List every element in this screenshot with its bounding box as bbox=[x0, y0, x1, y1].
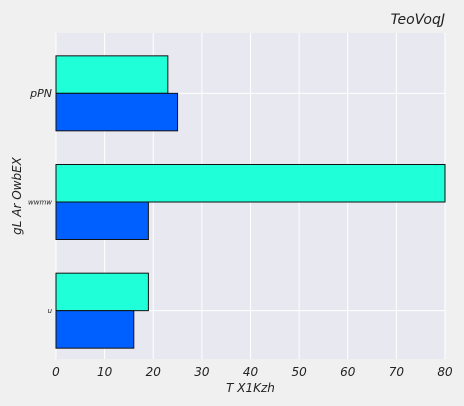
y-axis-label: gL Ar OwbEX bbox=[10, 156, 24, 235]
x-tick-label: 0 bbox=[52, 365, 60, 379]
x-tick-label: 30 bbox=[194, 365, 210, 379]
x-tick-label: 40 bbox=[243, 365, 259, 379]
bar-series2-pPN bbox=[55, 92, 179, 132]
bar-series2-u bbox=[55, 310, 135, 349]
category-label: wwmw bbox=[28, 198, 52, 206]
x-tick-label: 20 bbox=[146, 365, 162, 379]
category-label: pPN bbox=[29, 87, 52, 100]
category-label: u bbox=[48, 307, 53, 315]
x-tick-label: 80 bbox=[437, 365, 453, 379]
x-axis-label: T X1Kzh bbox=[226, 381, 275, 395]
x-tick-label: 60 bbox=[340, 365, 356, 379]
x-tick-label: 50 bbox=[291, 365, 307, 379]
bar-series1-u bbox=[55, 272, 149, 312]
bars bbox=[55, 55, 446, 349]
x-tick-labels: 0 10 20 30 40 50 60 70 80 bbox=[52, 365, 453, 379]
x-tick-label: 70 bbox=[389, 365, 405, 379]
bar-series2-wwmw bbox=[55, 201, 149, 240]
category-labels: pPN wwmw u bbox=[28, 87, 53, 315]
bar-series1-wwmw bbox=[55, 164, 446, 203]
x-tick-label: 10 bbox=[97, 365, 113, 379]
bar-series1-pPN bbox=[55, 55, 169, 94]
chart-title: TeoVoqJ bbox=[391, 12, 445, 28]
